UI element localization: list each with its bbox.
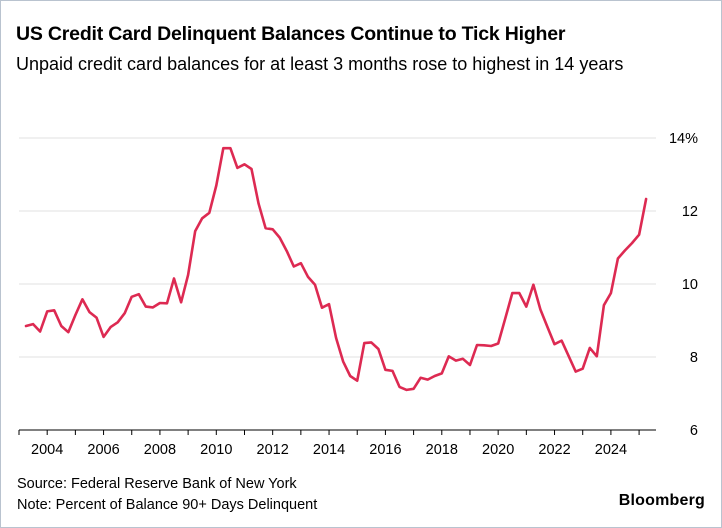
bloomberg-logo: Bloomberg [618, 492, 705, 509]
x-tick-label-2020: 2020 [482, 442, 514, 458]
line-chart: 6 8 10 12 14% 2004 2006 2008 2010 2012 2014 2016 201… [18, 131, 698, 458]
series-line-0 [24, 146, 648, 392]
x-tick-label-2018: 2018 [426, 442, 458, 458]
x-tick-label-2014: 2014 [313, 442, 345, 458]
chart-subtitle: Unpaid credit card balances for at least… [16, 54, 624, 74]
x-tick-label-2004: 2004 [31, 442, 63, 458]
y-tick-label-12: 12 [682, 204, 698, 220]
x-tick-label-2008: 2008 [144, 442, 176, 458]
x-tick-label-2024: 2024 [595, 442, 627, 458]
y-tick-label-8: 8 [690, 350, 698, 366]
y-tick-label-10: 10 [682, 277, 698, 293]
chart-title: US Credit Card Delinquent Balances Conti… [16, 23, 566, 45]
footnote: Note: Percent of Balance 90+ Days Delinq… [17, 497, 318, 513]
y-tick-label-6: 6 [690, 423, 698, 439]
x-tick-label-2010: 2010 [200, 442, 232, 458]
x-tick-label-2012: 2012 [257, 442, 289, 458]
y-tick-label-14: 14% [669, 131, 698, 147]
x-tick-label-2016: 2016 [369, 442, 401, 458]
source-note: Source: Federal Reserve Bank of New York [17, 476, 297, 492]
x-tick-label-2022: 2022 [538, 442, 570, 458]
x-tick-label-2006: 2006 [87, 442, 119, 458]
